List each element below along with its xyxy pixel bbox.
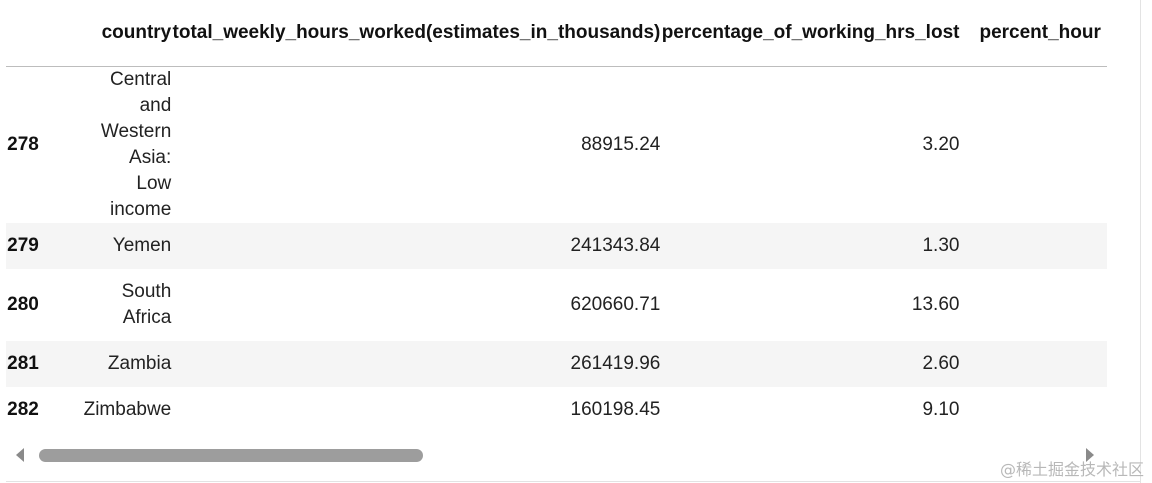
index-header: [6, 0, 39, 67]
table-row: 281 Zambia 261419.96 2.60: [6, 340, 1107, 387]
row-index: 278: [7, 133, 39, 155]
country-cell: Central and Western Asia: Low income: [100, 68, 172, 220]
percent-lost-cell: 2.60: [922, 352, 960, 374]
table-row: 282 Zimbabwe 160198.45 9.10: [6, 387, 1107, 433]
table-body: 278 Central and Western Asia: Low income…: [6, 66, 1107, 433]
dataframe-table: country total_weekly_hours_worked(estima…: [6, 0, 1107, 433]
percent-lost-cell: 3.20: [922, 133, 960, 155]
caret-right-icon[interactable]: [1086, 448, 1094, 462]
table-row: 278 Central and Western Asia: Low income…: [6, 66, 1107, 223]
country-cell: Zimbabwe: [83, 398, 172, 420]
hours-cell: 160198.45: [570, 398, 661, 420]
percent-lost-cell: 13.60: [911, 293, 960, 315]
hours-cell: 241343.84: [570, 234, 661, 256]
bottom-divider: [6, 481, 1140, 482]
column-header-country: country: [38, 0, 172, 67]
country-cell: Zambia: [107, 352, 172, 374]
table-header: country total_weekly_hours_worked(estima…: [6, 0, 1107, 67]
table-row: 279 Yemen 241343.84 1.30: [6, 222, 1107, 269]
row-index: 279: [7, 234, 39, 256]
output-area-border: [1140, 0, 1141, 483]
percent-hour-cell: [959, 387, 1107, 433]
country-cell: South Africa: [121, 280, 172, 328]
percent-hour-cell: [959, 269, 1107, 341]
row-index: 282: [7, 398, 39, 420]
header-row: country total_weekly_hours_worked(estima…: [6, 0, 1107, 67]
country-cell: Yemen: [112, 234, 172, 256]
percent-hour-cell: [959, 223, 1107, 269]
horizontal-scrollbar[interactable]: [6, 440, 1106, 470]
percent-lost-cell: 9.10: [922, 398, 960, 420]
percent-lost-cell: 1.30: [922, 234, 960, 256]
caret-left-icon[interactable]: [16, 448, 24, 462]
percent-hour-cell: [959, 341, 1107, 387]
table-row: 280 South Africa 620660.71 13.60: [6, 269, 1107, 341]
row-index: 281: [7, 352, 39, 374]
row-index: 280: [7, 293, 39, 315]
column-header-total-weekly-hours: total_weekly_hours_worked(estimates_in_t…: [171, 0, 661, 67]
percent-hour-cell: [959, 66, 1107, 223]
watermark: @稀土掘金技术社区: [999, 460, 1144, 479]
column-header-percentage-lost: percentage_of_working_hrs_lost: [660, 0, 960, 67]
scrollbar-thumb[interactable]: [39, 449, 423, 462]
hours-cell: 620660.71: [570, 293, 661, 315]
hours-cell: 261419.96: [570, 352, 661, 374]
hours-cell: 88915.24: [581, 133, 661, 155]
dataframe-viewport: country total_weekly_hours_worked(estima…: [6, 0, 1107, 433]
column-header-percent-hour: percent_hour: [959, 0, 1107, 67]
